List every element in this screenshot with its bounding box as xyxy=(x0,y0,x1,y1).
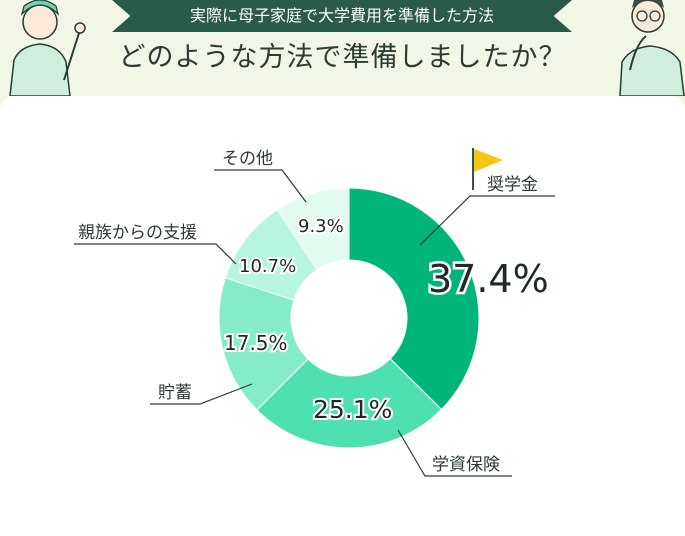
man-illustration xyxy=(619,0,685,96)
label-other: その他 xyxy=(222,149,273,169)
leader-line-insurance xyxy=(397,429,512,477)
page-title: どのような方法で準備しましたか？ xyxy=(118,42,567,73)
value-other: 9.3% xyxy=(298,216,344,237)
donut-hole xyxy=(291,260,407,376)
banner-ribbon xyxy=(112,0,572,32)
value-scholarship: 37.4% xyxy=(428,257,549,301)
label-relatives: 親族からの支援 xyxy=(78,223,197,243)
leader-line-relatives xyxy=(74,243,237,265)
label-scholarship: 奨学金 xyxy=(487,175,538,195)
banner-title: 実際に母子家庭で大学費用を準備した方法 xyxy=(189,6,494,25)
leader-line-savings xyxy=(150,383,253,405)
label-savings: 貯蓄 xyxy=(158,383,192,403)
flag-icon xyxy=(472,148,503,190)
donut-chart: 奨学金 学資保険 貯蓄 親族からの支援 その他 37.4% 25.1% 17.5… xyxy=(74,148,555,477)
leader-line-scholarship xyxy=(419,195,555,246)
value-relatives: 10.7% xyxy=(239,256,296,277)
value-insurance: 25.1% xyxy=(313,395,392,424)
value-savings: 17.5% xyxy=(224,331,288,355)
woman-illustration xyxy=(9,0,86,96)
label-insurance: 学資保険 xyxy=(432,455,500,475)
leader-line-other xyxy=(214,169,307,203)
